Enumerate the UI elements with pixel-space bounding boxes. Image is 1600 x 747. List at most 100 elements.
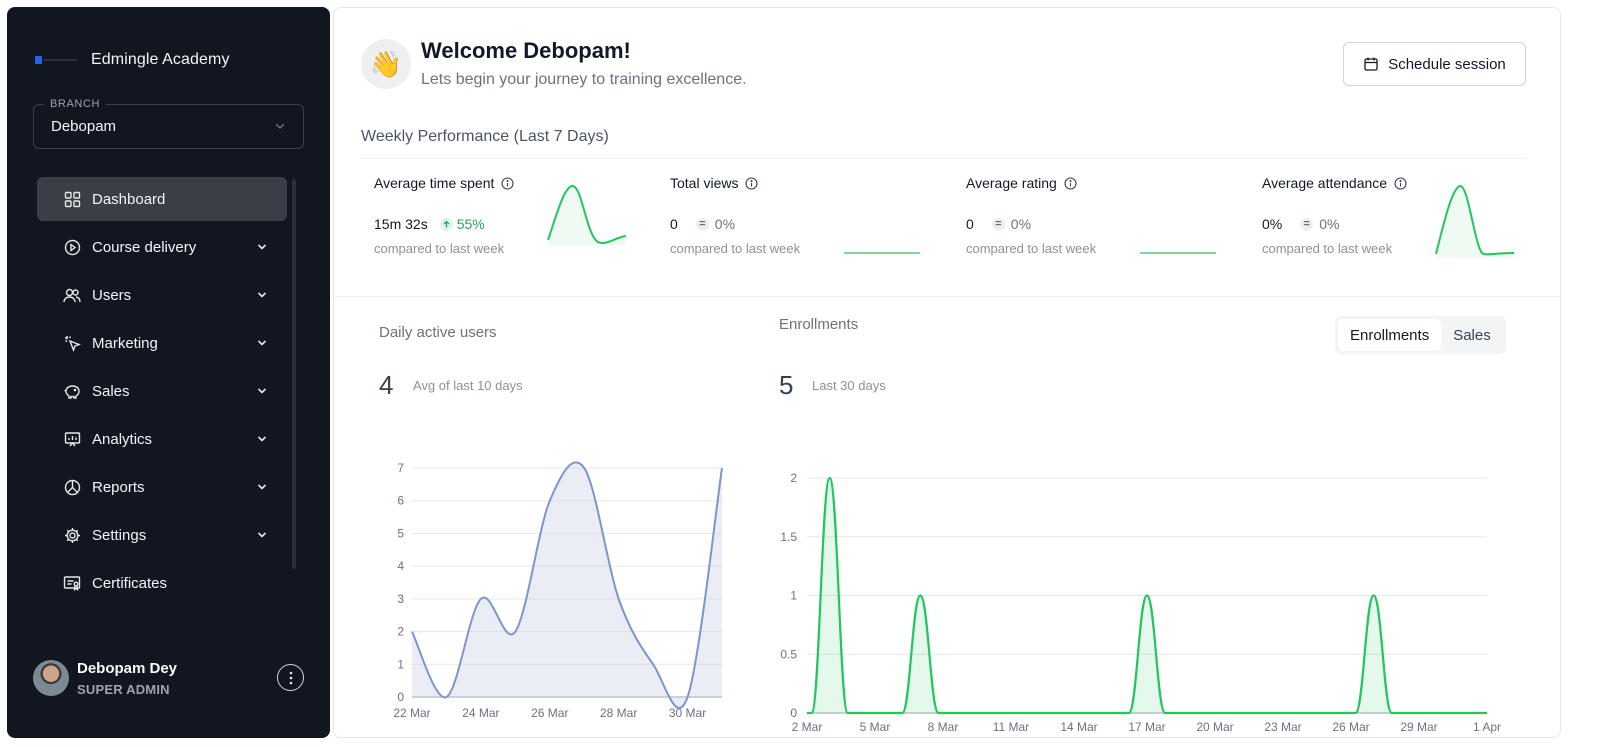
- sparkline-average-rating: [1140, 252, 1216, 254]
- enrollments-sales-toggle: Enrollments Sales: [1335, 316, 1506, 354]
- sidebar-item-label: Users: [92, 286, 132, 304]
- x-tick-label: 22 Mar: [393, 706, 430, 720]
- stat-title: Average rating: [966, 175, 1057, 191]
- sidebar: Edmingle Academy BRANCH Debopam Dashboar…: [7, 7, 330, 738]
- tab-sales[interactable]: Sales: [1453, 326, 1491, 344]
- sidebar-item-users[interactable]: Users: [37, 273, 287, 317]
- series-line: [411, 461, 723, 709]
- sidebar-item-label: Dashboard: [92, 190, 166, 208]
- stat-value: 0: [966, 216, 974, 232]
- waving-hand-icon: 👋: [361, 39, 411, 89]
- daily-active-users-chart: 0 1 2 3 4 5 6 7 22 Mar 24 Mar 26 Mar 28 Mar 30 Mar: [393, 461, 723, 720]
- sidebar-item-reports[interactable]: Reports: [37, 465, 287, 509]
- divider: [334, 296, 1560, 297]
- x-tick-label: 23 Mar: [1264, 720, 1301, 734]
- stat-value: 0%: [1262, 216, 1283, 232]
- stat-title: Average time spent: [374, 175, 495, 191]
- page-title: Welcome Debopam!: [421, 38, 631, 63]
- stat-compare: compared to last week: [670, 241, 801, 256]
- x-tick-label: 2 Mar: [792, 720, 823, 734]
- stat-title: Average attendance: [1262, 175, 1388, 191]
- user-role: SUPER ADMIN: [77, 681, 170, 697]
- stat-value: 15m 32s: [374, 216, 428, 232]
- info-icon[interactable]: [1064, 176, 1077, 190]
- stat-change-badge: 55%: [439, 216, 485, 232]
- user-name: Debopam Dey: [77, 659, 178, 677]
- sidebar-item-label: Course delivery: [92, 238, 197, 256]
- x-tick-label: 28 Mar: [600, 706, 637, 720]
- sidebar-item-course-delivery[interactable]: Course delivery: [37, 225, 287, 269]
- x-tick-label: 17 Mar: [1128, 720, 1165, 734]
- sidebar-item-sales[interactable]: Sales: [37, 369, 287, 413]
- x-tick-label: 29 Mar: [1400, 720, 1437, 734]
- stat-average-rating: Average rating 0 = 0% compared to last we…: [966, 175, 1256, 275]
- weekly-performance-title: Weekly Performance (Last 7 Days): [361, 128, 609, 145]
- schedule-session-button[interactable]: Schedule session: [1343, 42, 1526, 86]
- stat-change: 0%: [714, 216, 736, 232]
- stat-title: Total views: [670, 175, 739, 191]
- stat-compare: compared to last week: [374, 241, 505, 256]
- chevron-down-icon: [257, 244, 267, 250]
- sidebar-item-marketing[interactable]: Marketing: [37, 321, 287, 365]
- user-profile[interactable]: Debopam Dey SUPER ADMIN: [33, 658, 304, 698]
- more-options-button[interactable]: [277, 664, 304, 691]
- chevron-down-icon: [275, 123, 285, 129]
- stat-average-time-spent: Average time spent 15m 32s 55% compared …: [374, 175, 664, 275]
- chevron-down-icon: [257, 484, 267, 490]
- y-tick-label: 6: [397, 494, 404, 508]
- sidebar-scrollbar[interactable]: [292, 179, 296, 569]
- sidebar-item-label: Reports: [92, 478, 145, 496]
- x-tick-label: 11 Mar: [993, 720, 1029, 734]
- y-tick-label: 0: [790, 706, 797, 720]
- sparkline-average-attendance: [1435, 184, 1515, 258]
- presentation-chart-icon: [63, 430, 81, 448]
- y-tick-label: 1: [397, 657, 404, 671]
- cursor-click-icon: [63, 334, 81, 352]
- grid-icon: [63, 190, 81, 208]
- brand-logo: [35, 54, 79, 66]
- sidebar-item-dashboard[interactable]: Dashboard: [37, 177, 287, 221]
- stat-compare: compared to last week: [966, 241, 1097, 256]
- gear-icon: [63, 526, 81, 544]
- y-tick-label: 2: [397, 625, 404, 639]
- sidebar-item-analytics[interactable]: Analytics: [37, 417, 287, 461]
- x-tick-label: 26 Mar: [531, 706, 568, 720]
- sidebar-item-settings[interactable]: Settings: [37, 513, 287, 557]
- daily-active-users-title: Daily active users: [379, 324, 497, 341]
- calendar-icon: [1364, 57, 1378, 71]
- branch-caption: BRANCH: [44, 98, 107, 110]
- stat-change: 0%: [1319, 216, 1340, 232]
- y-tick-label: 0.5: [780, 647, 797, 661]
- chevron-down-icon: [257, 388, 267, 394]
- certificate-icon: [63, 574, 81, 592]
- avatar: [33, 660, 69, 696]
- stat-change-badge: = 0%: [1300, 216, 1339, 232]
- branch-select[interactable]: BRANCH Debopam: [33, 98, 304, 149]
- stat-value: 0: [670, 216, 678, 232]
- y-tick-label: 1.5: [780, 530, 797, 544]
- x-tick-label: 20 Mar: [1196, 720, 1233, 734]
- x-tick-label: 5 Mar: [860, 720, 891, 734]
- sidebar-item-label: Marketing: [92, 334, 158, 352]
- x-tick-label: 24 Mar: [462, 706, 499, 720]
- sidebar-item-label: Sales: [92, 382, 130, 400]
- info-icon[interactable]: [745, 176, 759, 190]
- info-icon[interactable]: [501, 176, 514, 190]
- sidebar-item-label: Settings: [92, 526, 147, 544]
- users-icon: [63, 286, 81, 304]
- main-content: 👋 Welcome Debopam! Lets begin your journ…: [333, 7, 1561, 738]
- brand[interactable]: Edmingle Academy: [35, 51, 230, 69]
- piggy-bank-icon: [63, 382, 81, 400]
- sidebar-item-certificates[interactable]: Certificates: [37, 561, 287, 605]
- page-subtitle: Lets begin your journey to training exce…: [421, 71, 747, 88]
- x-tick-label: 14 Mar: [1060, 720, 1097, 734]
- stat-change-badge: = 0%: [695, 216, 736, 232]
- stat-change: 0%: [1010, 216, 1032, 232]
- equal-icon: =: [695, 217, 709, 231]
- tab-enrollments[interactable]: Enrollments: [1338, 319, 1442, 351]
- info-icon[interactable]: [1394, 176, 1407, 190]
- sparkline-total-views: [844, 252, 920, 254]
- sidebar-nav: Dashboard Course delivery Users Marketin…: [37, 177, 287, 609]
- pie-chart-icon: [63, 478, 81, 496]
- stat-change: 55%: [456, 216, 485, 232]
